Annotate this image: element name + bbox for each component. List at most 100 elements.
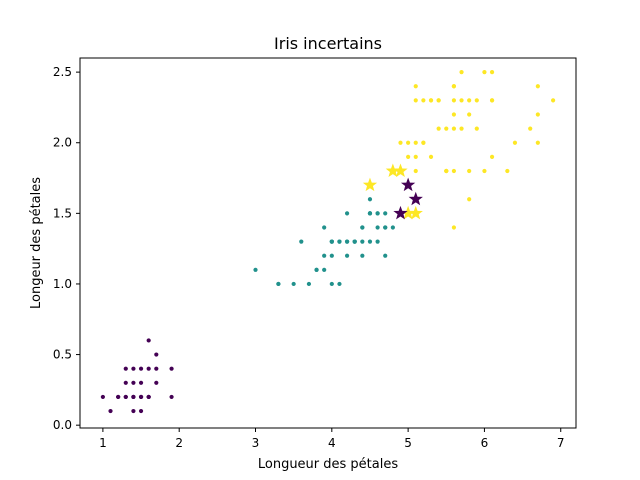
scatter-point <box>467 98 472 103</box>
y-axis: 0.0 0.5 1.0 1.5 2.0 2.5 <box>53 65 80 432</box>
x-tick-label: 4 <box>328 436 336 450</box>
scatter-point <box>337 239 342 244</box>
scatter-point <box>383 225 388 230</box>
y-axis-label: Longeur des pétales <box>29 177 44 309</box>
scatter-point <box>367 239 373 244</box>
scatter-point <box>367 197 373 202</box>
scatter-point <box>413 140 418 145</box>
x-tick-label: 3 <box>252 436 260 450</box>
scatter-point <box>451 126 457 131</box>
y-tick-label: 0.0 <box>53 418 72 432</box>
scatter-point <box>444 126 449 131</box>
scatter-point <box>306 281 312 287</box>
scatter-point <box>108 408 113 414</box>
scatter-point <box>459 126 464 131</box>
scatter-point <box>428 98 434 103</box>
scatter-point <box>169 394 174 400</box>
y-tick-label: 2.0 <box>53 136 72 150</box>
scatter-point <box>375 225 380 230</box>
scatter-point <box>512 140 518 145</box>
x-axis-label: Longueur des pétales <box>258 457 398 472</box>
plot-marks <box>100 70 556 414</box>
scatter-point <box>421 98 426 103</box>
star-marker <box>362 177 378 192</box>
scatter-point <box>474 126 479 131</box>
scatter-point <box>390 225 395 230</box>
scatter-point <box>360 225 365 230</box>
scatter-point <box>467 197 472 202</box>
scatter-point <box>451 98 457 103</box>
scatter-point <box>535 84 540 89</box>
scatter-point <box>459 98 464 103</box>
scatter-point <box>344 211 350 216</box>
scatter-point <box>451 168 457 174</box>
scatter-point <box>489 70 495 75</box>
scatter-point <box>360 253 365 258</box>
scatter-point <box>406 140 411 145</box>
scatter-point <box>138 366 144 371</box>
scatter-point <box>421 140 426 145</box>
scatter-point <box>459 70 464 75</box>
scatter-point <box>138 394 144 400</box>
scatter-point <box>100 394 105 400</box>
y-tick-label: 0.5 <box>53 348 72 362</box>
star-marker <box>393 163 408 178</box>
x-tick-label: 1 <box>99 436 107 450</box>
scatter-point <box>413 84 418 89</box>
scatter-point <box>131 408 136 414</box>
scatter-point <box>467 168 472 174</box>
scatter-point <box>131 366 136 371</box>
plot-frame <box>79 57 577 429</box>
scatter-point <box>444 168 449 174</box>
star-marker <box>400 205 416 220</box>
scatter-point <box>299 239 304 244</box>
scatter-point <box>451 112 457 117</box>
scatter-point <box>138 380 144 385</box>
star-marker <box>408 191 423 206</box>
scatter-point <box>322 267 327 272</box>
scatter-point <box>344 253 350 258</box>
scatter-point <box>482 168 487 174</box>
scatter-point <box>146 338 151 343</box>
scatter-point <box>451 84 457 89</box>
scatter-point <box>314 267 319 272</box>
scatter-point <box>436 98 441 103</box>
scatter-point <box>329 281 334 287</box>
scatter-point <box>360 239 365 244</box>
scatter-point <box>352 239 357 244</box>
scatter-point <box>436 126 441 131</box>
scatter-point <box>329 253 334 258</box>
y-tick-label: 1.5 <box>53 206 72 220</box>
scatter-point <box>146 366 151 371</box>
scatter-point <box>329 239 334 244</box>
x-tick-label: 5 <box>404 436 412 450</box>
x-axis: 1 2 3 4 5 6 7 <box>99 428 565 450</box>
scatter-point <box>322 225 327 230</box>
scatter-point <box>367 211 373 216</box>
scatter-point <box>146 394 151 400</box>
scatter-point <box>154 352 159 357</box>
x-tick-label: 2 <box>175 436 183 450</box>
star-marker <box>408 205 423 220</box>
scatter-point <box>413 98 418 103</box>
y-tick-label: 2.5 <box>53 65 72 79</box>
scatter-point <box>451 225 457 230</box>
scatter-point <box>131 394 136 400</box>
scatter-point <box>413 168 418 174</box>
scatter-point <box>375 211 380 216</box>
scatter-point <box>467 112 472 117</box>
scatter-point <box>154 380 159 385</box>
scatter-point <box>489 154 495 159</box>
star-marker <box>385 163 400 178</box>
scatter-point <box>253 267 258 272</box>
scatter-point <box>291 281 296 287</box>
scatter-point <box>482 70 487 75</box>
scatter-point <box>551 98 556 103</box>
scatter-point <box>337 281 342 287</box>
scatter-point <box>505 168 510 174</box>
scatter-point <box>489 98 495 103</box>
scatter-point <box>123 394 128 400</box>
scatter-point <box>123 366 128 371</box>
scatter-point <box>116 394 121 400</box>
